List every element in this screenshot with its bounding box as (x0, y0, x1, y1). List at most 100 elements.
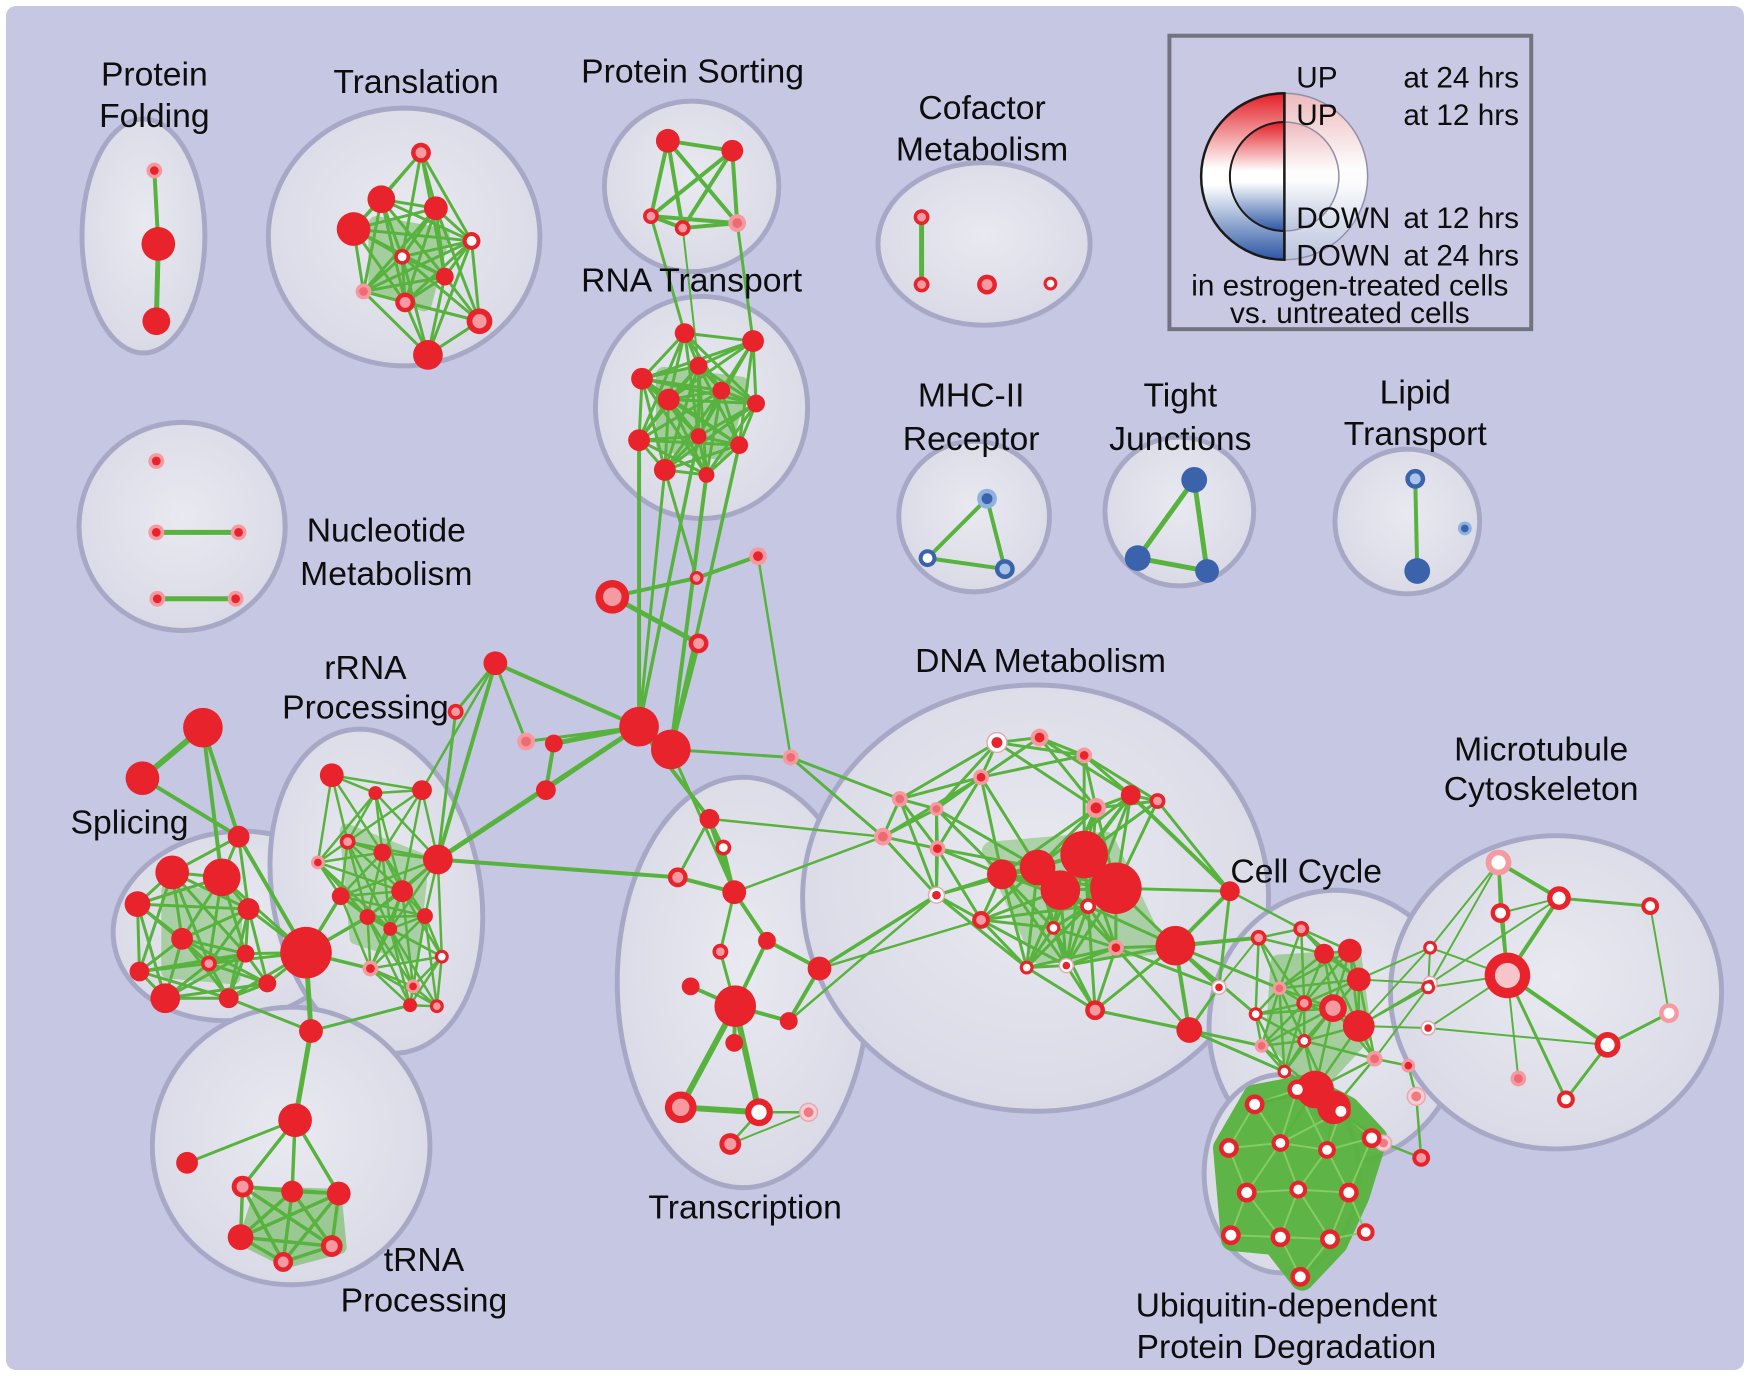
network-edge (400, 889, 444, 958)
network-node-cy9 (1342, 1010, 1375, 1042)
network-node-ub12 (1270, 1227, 1291, 1248)
network-node-rr17 (429, 999, 444, 1014)
network-node-tx8 (807, 956, 832, 981)
network-node-dm14 (1046, 920, 1061, 935)
network-node-mt6 (1421, 980, 1436, 995)
network-edge (238, 1235, 334, 1248)
network-node-cy7 (1296, 995, 1313, 1012)
network-node-ub15 (1356, 1223, 1375, 1242)
label-layer: Protein Folding Translation Protein Sorting… (71, 52, 1639, 1366)
network-edge (979, 918, 1068, 968)
network-edge (316, 773, 334, 864)
network-edge (704, 402, 758, 477)
cluster-label-protein-folding: Protein (101, 55, 208, 93)
network-node-tr8 (355, 283, 372, 300)
network-edge (366, 851, 384, 919)
network-node-mh2 (918, 549, 937, 568)
legend-down-12-time: at 12 hrs (1403, 202, 1519, 235)
network-node-cy1 (1250, 929, 1267, 946)
network-edge (1429, 861, 1500, 985)
network-edge (290, 1189, 334, 1248)
cluster-label-cell-cycle: Cell Cycle (1230, 852, 1382, 890)
network-node-cf4 (1043, 276, 1058, 291)
cluster-label-trna-processing: Processing (341, 1282, 508, 1320)
network-node-tj1 (1181, 466, 1208, 493)
network-node-lp3 (1457, 521, 1472, 536)
network-edge (663, 468, 699, 580)
network-edge (366, 915, 372, 970)
network-node-tx10 (779, 1012, 798, 1030)
legend-up-24-label: UP (1296, 61, 1337, 94)
network-node-tr4 (336, 212, 371, 246)
legend-down-12-label: DOWN (1296, 202, 1390, 235)
network-node-mh3 (994, 559, 1015, 579)
network-node-sp4 (237, 898, 260, 920)
network-node-cy4 (1337, 938, 1362, 963)
network-edge (493, 661, 528, 744)
cluster-label-trna-processing: tRNA (384, 1241, 465, 1279)
network-node-sp1 (155, 855, 190, 890)
network-node-tx2 (715, 839, 732, 856)
legend-down-24-label: DOWN (1296, 240, 1390, 273)
network-node-dl3 (927, 886, 946, 904)
network-edge (136, 902, 250, 911)
network-edge (316, 851, 384, 864)
network-edge (369, 967, 439, 1008)
network-edge (1187, 1028, 1286, 1074)
network-node-mt9 (1659, 1003, 1679, 1024)
network-edge (362, 255, 404, 293)
network-node-ub3 (1330, 1101, 1351, 1122)
network-edge (898, 797, 938, 897)
network-node-cn2 (447, 703, 464, 720)
network-edge (366, 914, 427, 919)
network-node-dm11 (1149, 793, 1166, 809)
network-edge (1557, 896, 1652, 908)
cluster-label-cofactor-metabolism: Cofactor (918, 89, 1045, 127)
cluster-label-cofactor-metabolism: Metabolism (896, 131, 1068, 169)
network-node-ps2 (721, 139, 744, 162)
network-node-ch1 (619, 706, 659, 747)
network-edge (185, 1118, 297, 1165)
network-edge (362, 197, 383, 293)
cluster-label-ubiquitin-degradation: Ubiquitin-dependent (1136, 1286, 1438, 1324)
network-node-cf3 (977, 274, 997, 295)
network-node-rr15 (406, 979, 421, 994)
network-node-dm5 (1040, 870, 1081, 911)
network-node-dm9 (1120, 785, 1141, 805)
network-node-dm17 (1019, 960, 1034, 975)
network-edge (1283, 1001, 1306, 1073)
network-node-tr3 (423, 196, 448, 221)
network-node-cc3 (595, 579, 630, 614)
network-edge (330, 773, 424, 792)
network-edge (1429, 861, 1500, 949)
network-node-tn1 (278, 1103, 312, 1138)
network-node-rt7 (747, 394, 765, 413)
network-edge (730, 148, 740, 226)
network-edge (934, 893, 1029, 970)
network-edge (434, 206, 481, 323)
network-edge (789, 755, 902, 801)
network-edge (979, 904, 1090, 922)
network-node-tr10 (466, 308, 493, 335)
network-edge (648, 214, 740, 226)
network-edge (979, 753, 1086, 779)
network-edge (247, 907, 269, 985)
network-edge (1228, 889, 1303, 931)
network-node-tx3 (667, 867, 688, 888)
network-edge (935, 847, 983, 922)
network-node-dm21 (1211, 979, 1227, 996)
network-node-ub6 (1318, 1141, 1336, 1159)
network-edge (238, 1191, 341, 1239)
network-node-tj2 (1124, 545, 1151, 572)
gene-network-figure: Protein Folding Translation Protein Sorting… (6, 6, 1744, 1370)
network-node-nu2 (148, 524, 165, 541)
network-edge (1357, 946, 1432, 1028)
network-node-pf3 (142, 307, 171, 336)
network-node-cy2 (1293, 920, 1310, 937)
network-node-mh1 (977, 488, 997, 509)
network-node-mt8 (1594, 1031, 1621, 1058)
cluster-ellipse-lipid-transport (1332, 446, 1483, 597)
network-node-tr6 (394, 248, 411, 265)
network-edge (240, 1184, 285, 1264)
network-edge (1025, 946, 1118, 970)
